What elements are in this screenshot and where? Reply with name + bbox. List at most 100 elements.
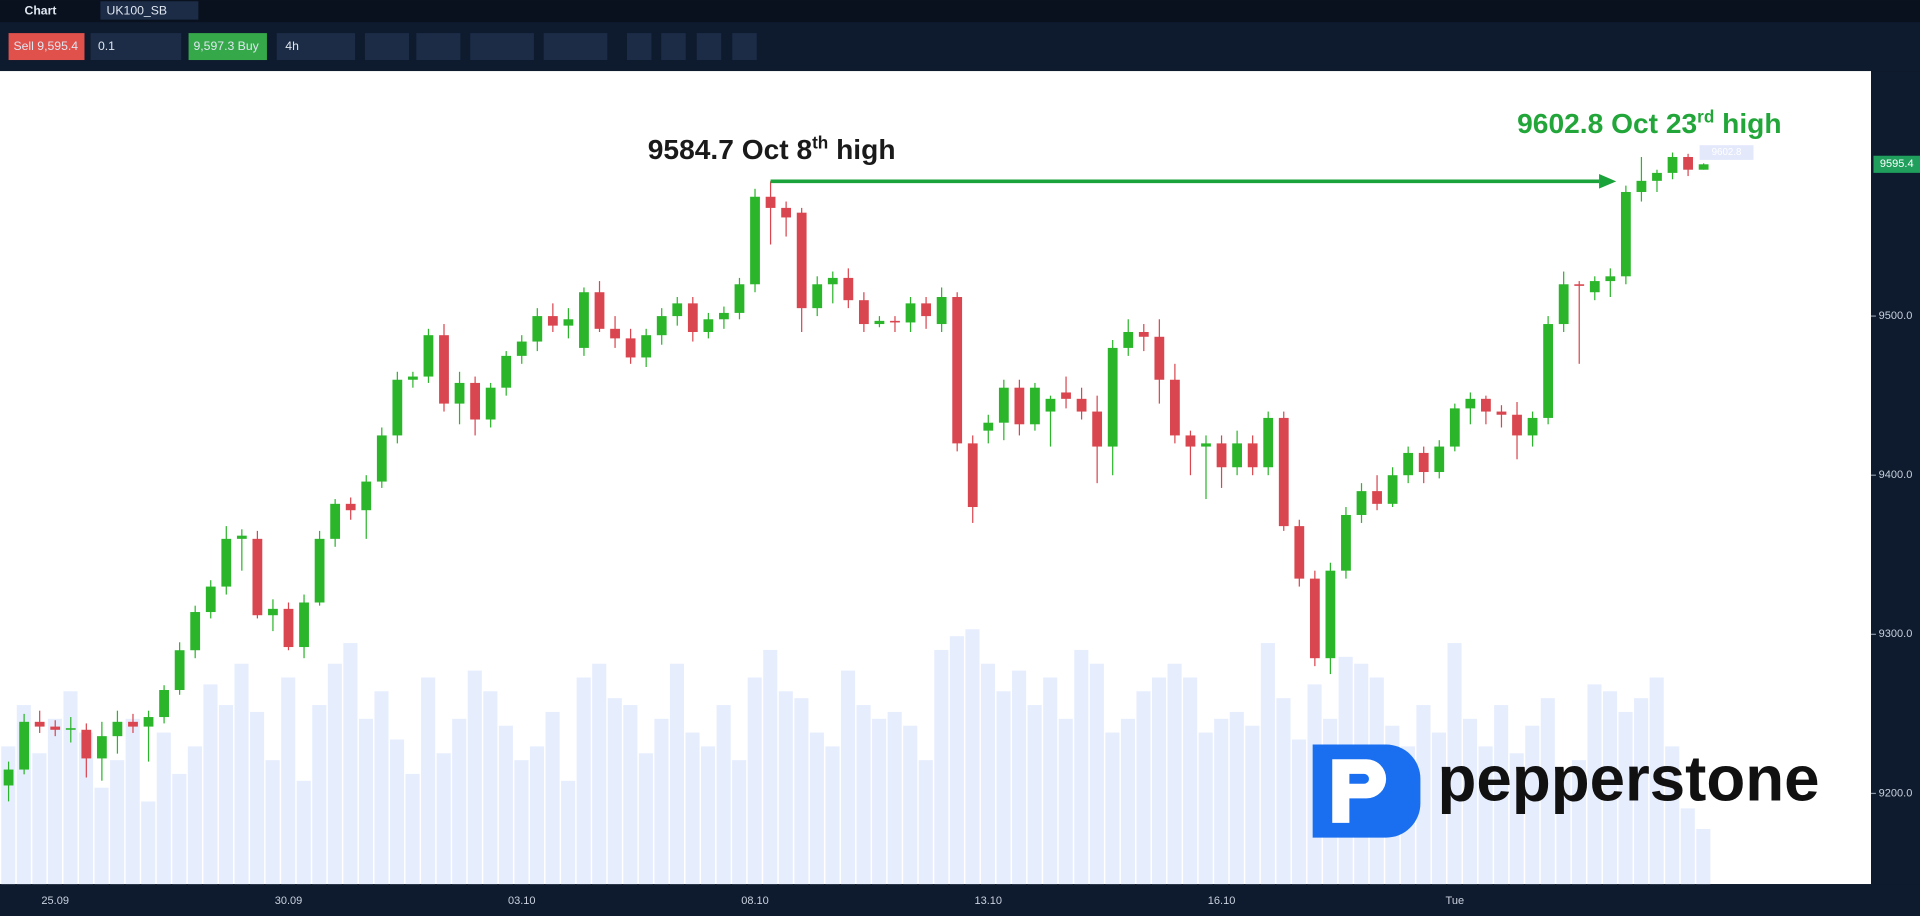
candle-body [983,422,994,431]
volume-bar [405,773,420,885]
candle-body [1403,452,1414,476]
candle-body [843,277,854,301]
candle-body [547,316,558,326]
volume-bar [1260,643,1275,885]
x-tick-label: 30.09 [275,895,303,907]
annotation-part: high [828,134,895,165]
candle-body [1061,392,1071,399]
candle-body [734,284,745,313]
volume-bar [701,746,716,885]
quantity-box[interactable] [90,33,182,61]
volume-bar [32,753,47,885]
candles [3,152,1709,802]
tool-button[interactable] [696,33,722,61]
volume-bar [1214,718,1229,885]
volume-bar [514,760,529,885]
candle-body [610,328,620,339]
volume-bar [1509,753,1524,885]
volume-bar [1058,718,1073,885]
volume-bar [1120,718,1135,885]
candle-body [719,312,729,320]
tool-button[interactable] [470,33,534,61]
candle-body [454,382,465,404]
volume-bar [638,753,653,885]
volume-bar [934,649,949,885]
candle-body [314,538,325,603]
annotation-part: th [812,132,828,152]
volume-bar [265,760,280,885]
candle-body [1341,514,1351,571]
candle-body [1496,411,1507,415]
candle-body [1045,398,1056,412]
candle-body [1123,332,1134,348]
candle-body [921,303,931,317]
watermark-text: pepperstone [1438,744,1820,815]
candle-body [408,376,418,380]
watermark: pepperstone [1312,744,1820,838]
symbol-box[interactable] [100,1,199,20]
volume-bar [1136,691,1151,885]
tool-button[interactable] [364,33,409,61]
candle-body [423,335,434,377]
volume-bar [1245,725,1260,885]
candle-body [672,303,683,317]
candle-body [1620,191,1631,277]
volume-bar [825,746,840,885]
volume-bar [250,711,265,885]
tool-button[interactable] [732,33,757,61]
candle-body [952,296,963,444]
tool-button[interactable] [661,33,686,61]
volume-bar [1027,705,1042,885]
volume-bar [1431,732,1446,885]
symbol[interactable]: UK100_SB [107,3,168,17]
tab-title: Chart [24,3,56,17]
candle-body [765,196,776,208]
volume-bar [483,691,498,885]
quantity[interactable]: 0.1 [98,39,115,53]
volume-bar [156,732,171,885]
candle-body [874,320,885,325]
tool-button[interactable] [626,33,652,61]
volume-bar [1478,746,1493,885]
buy-label[interactable]: 9,597.3 Buy [193,39,259,53]
candle-body [1558,284,1569,325]
volume-bar [778,691,793,885]
x-tick-label: 03.10 [508,895,536,907]
volume-bar [1152,677,1167,885]
volume-bar [529,746,545,885]
sell-button[interactable] [8,33,85,61]
candle-body [19,721,30,770]
volume-bar [607,698,622,885]
candle-body [1154,336,1165,380]
candle-body [1356,491,1367,515]
candle-body [1636,180,1647,192]
volume-bar [1494,705,1509,885]
buy-button[interactable] [188,33,267,61]
candle-body [905,303,916,323]
x-tick-label: 16.10 [1208,895,1236,907]
time-axis [0,884,1920,916]
candle-body [1263,417,1274,468]
timeframe-box[interactable] [276,33,356,61]
candle-body [1278,417,1289,527]
volume-bar [1540,698,1555,885]
volume-bar [685,732,700,885]
volume-bar [47,718,62,885]
candle-body [625,338,636,358]
volume-bar [996,691,1011,885]
candle-body [501,355,512,388]
candle-body [1512,414,1522,436]
sell-label[interactable]: Sell 9,595.4 [13,39,78,53]
volume-bar [965,629,980,885]
candle-body [1138,332,1149,337]
timeframe[interactable]: 4h [285,39,299,53]
tool-button[interactable] [416,33,461,61]
volume-bar [312,705,327,885]
candle-body [532,316,543,342]
y-tick-label: 9200.0 [1879,787,1913,799]
candle-body [268,608,278,616]
tool-button[interactable] [543,33,608,61]
candle-body [641,335,652,358]
candle-body [361,481,372,511]
